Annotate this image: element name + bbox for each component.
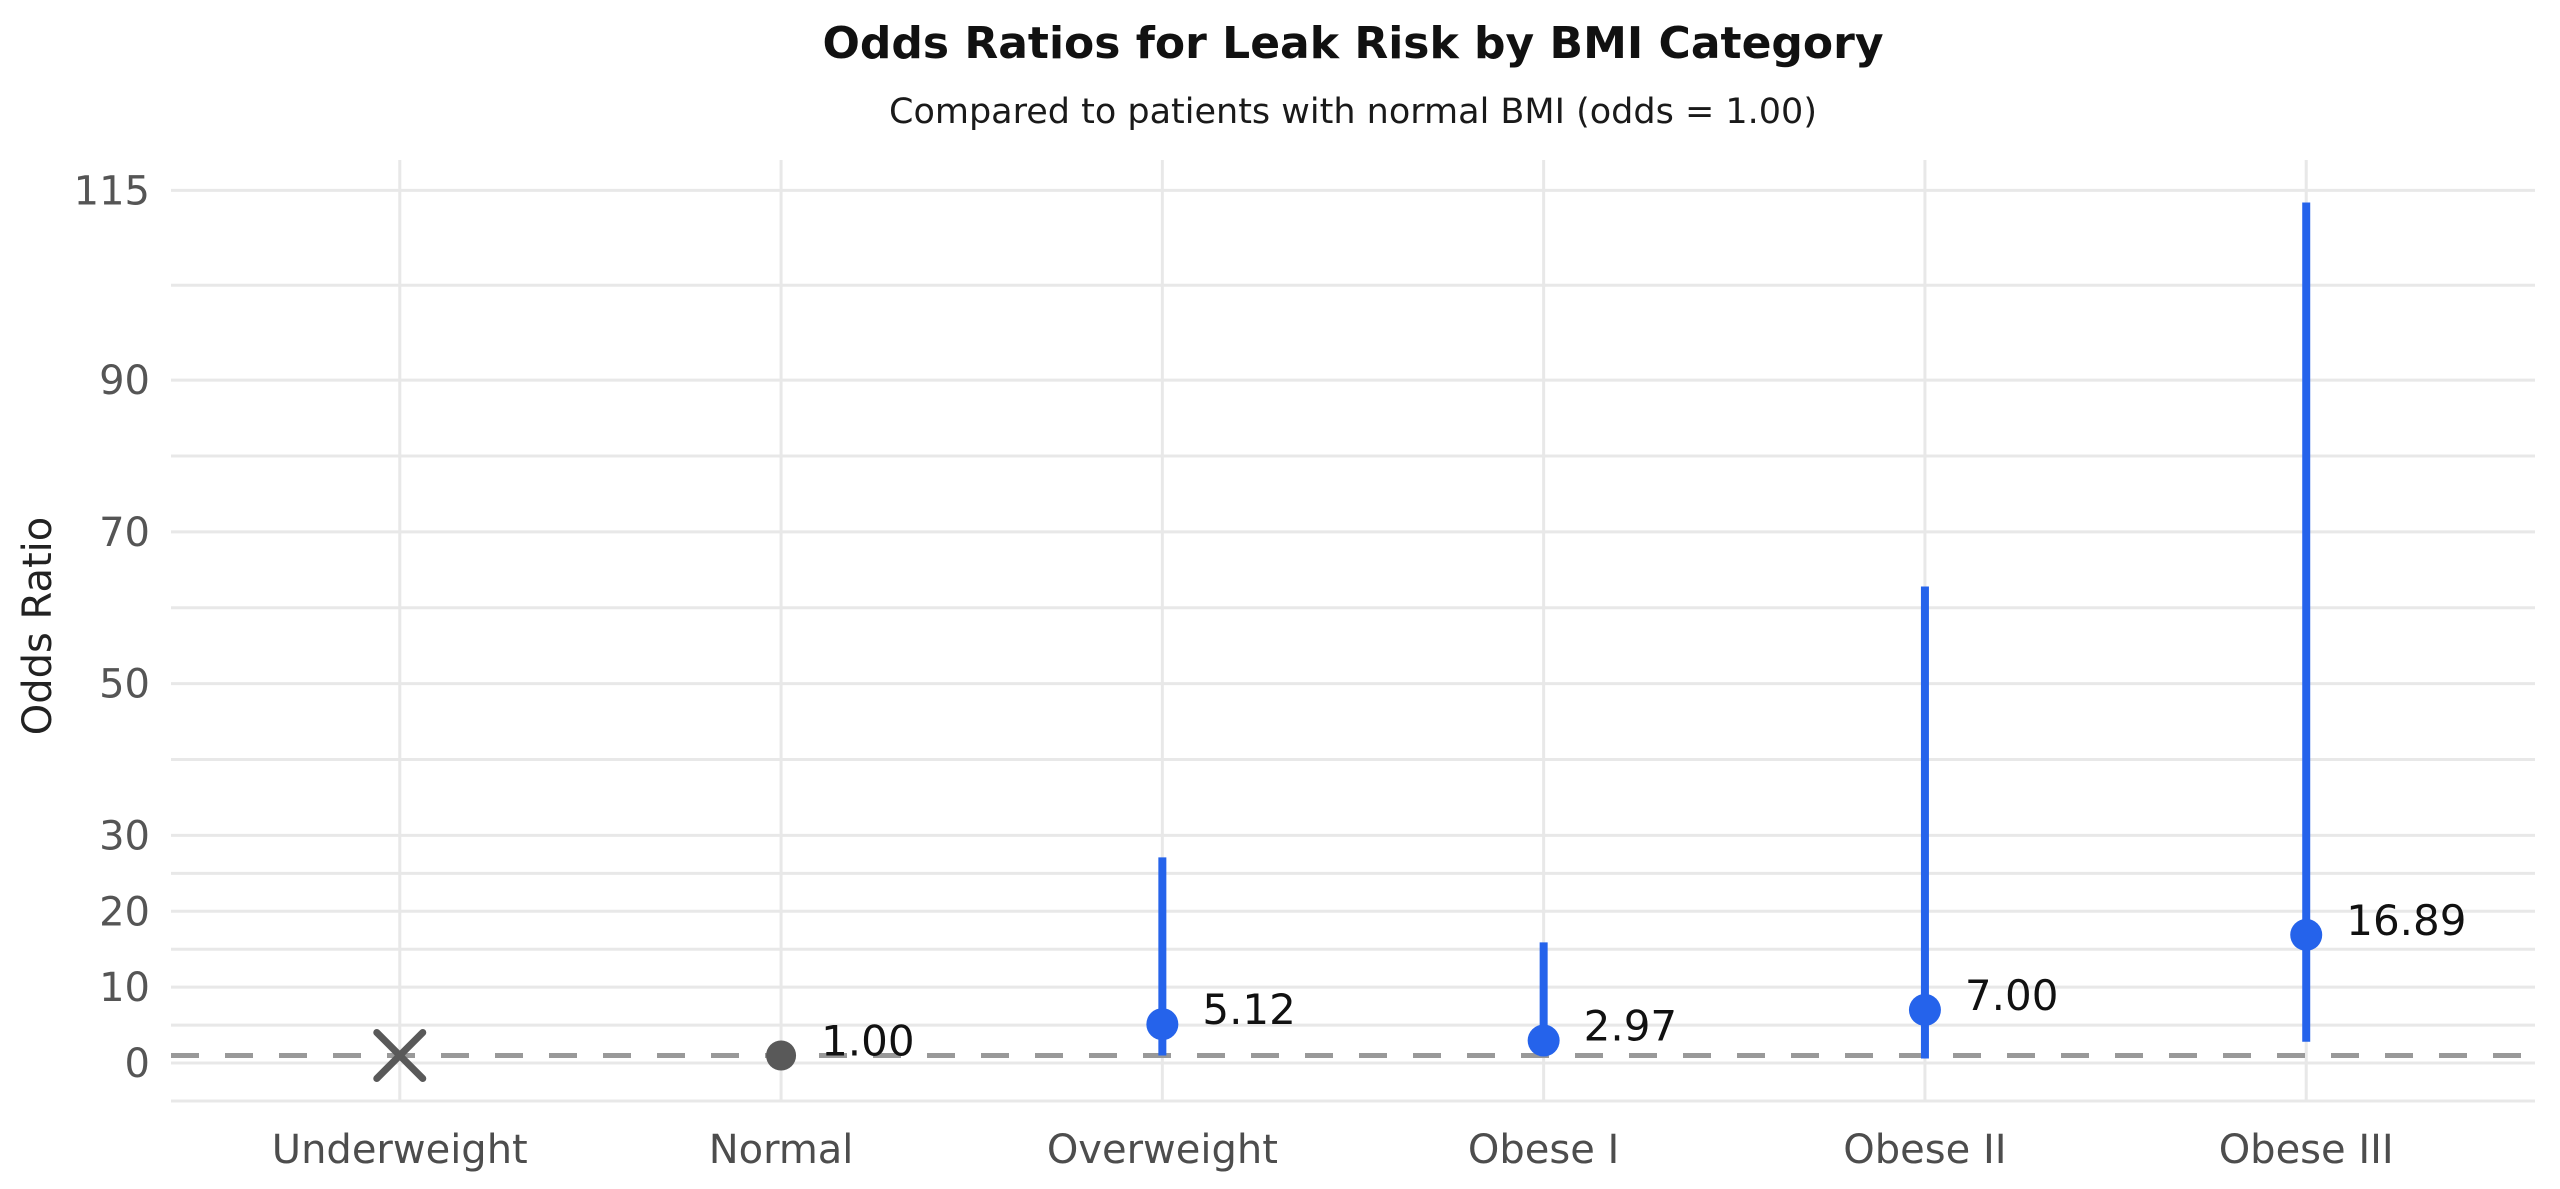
chart-title: Odds Ratios for Leak Risk by BMI Categor…: [822, 18, 1884, 69]
y-tick-label: 10: [99, 965, 150, 1011]
category-label: Underweight: [272, 1127, 528, 1173]
y-tick-label: 70: [99, 510, 150, 556]
point-label: 5.12: [1202, 985, 1296, 1034]
category-label: Obese I: [1468, 1127, 1619, 1173]
point-marker: [1146, 1008, 1179, 1041]
x-marker: [373, 1028, 427, 1082]
y-tick-label: 0: [125, 1041, 150, 1087]
point-label: 1.00: [821, 1016, 915, 1065]
chart-subtitle: Compared to patients with normal BMI (od…: [889, 92, 1817, 132]
y-tick-label: 50: [99, 662, 150, 708]
category-label: Obese II: [1843, 1127, 2006, 1173]
point-label: 16.89: [2346, 896, 2466, 945]
point-label: 7.00: [1965, 971, 2059, 1020]
y-tick-label: 90: [99, 358, 150, 404]
y-tick-label: 115: [74, 168, 150, 214]
y-tick-label: 20: [99, 889, 150, 935]
point-label: 2.97: [1584, 1002, 1678, 1051]
point-marker: [2290, 918, 2323, 951]
category-label: Overweight: [1047, 1127, 1278, 1173]
y-tick-label: 30: [99, 813, 150, 859]
point-marker: [1527, 1024, 1560, 1057]
point-marker: [1908, 993, 1941, 1026]
category-label: Obese III: [2219, 1127, 2394, 1173]
point-marker: [766, 1040, 797, 1071]
category-label: Normal: [709, 1127, 854, 1173]
